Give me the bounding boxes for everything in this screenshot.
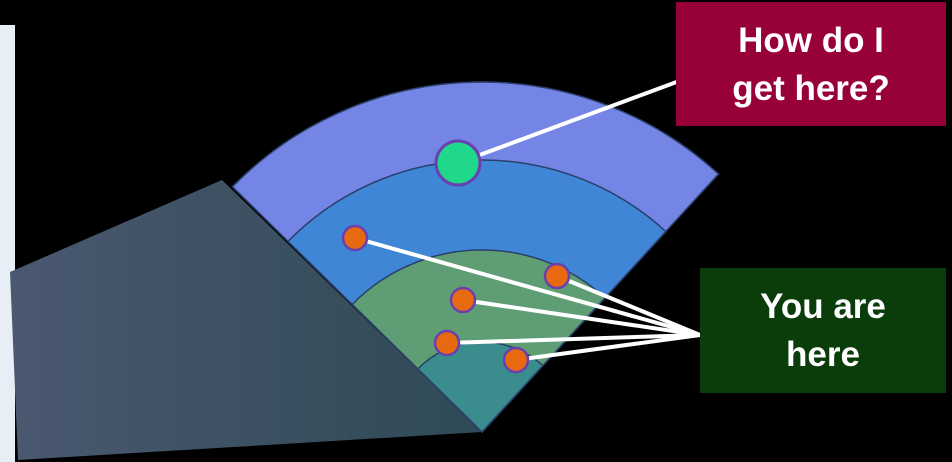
connector: [457, 78, 683, 165]
callout-text: You are: [760, 287, 886, 326]
position-dot: [543, 262, 571, 290]
callout-box: [700, 268, 946, 393]
position-dot: [449, 286, 477, 314]
connector: [462, 298, 701, 337]
connectors: [354, 78, 701, 362]
connector: [354, 236, 701, 337]
callout-text: get here?: [732, 69, 890, 108]
callout-box: [676, 2, 946, 126]
callout-text: here: [786, 335, 860, 374]
connector: [515, 333, 701, 362]
connector: [446, 333, 701, 345]
position-dot: [433, 329, 461, 357]
projection: [10, 180, 482, 460]
position-dot: [341, 224, 369, 252]
position-dot: [502, 346, 530, 374]
callout-text: How do I: [738, 21, 884, 60]
connector: [556, 274, 701, 337]
position-dots: [341, 224, 571, 374]
window-edge: [0, 25, 15, 462]
goal-dot: [434, 139, 482, 187]
